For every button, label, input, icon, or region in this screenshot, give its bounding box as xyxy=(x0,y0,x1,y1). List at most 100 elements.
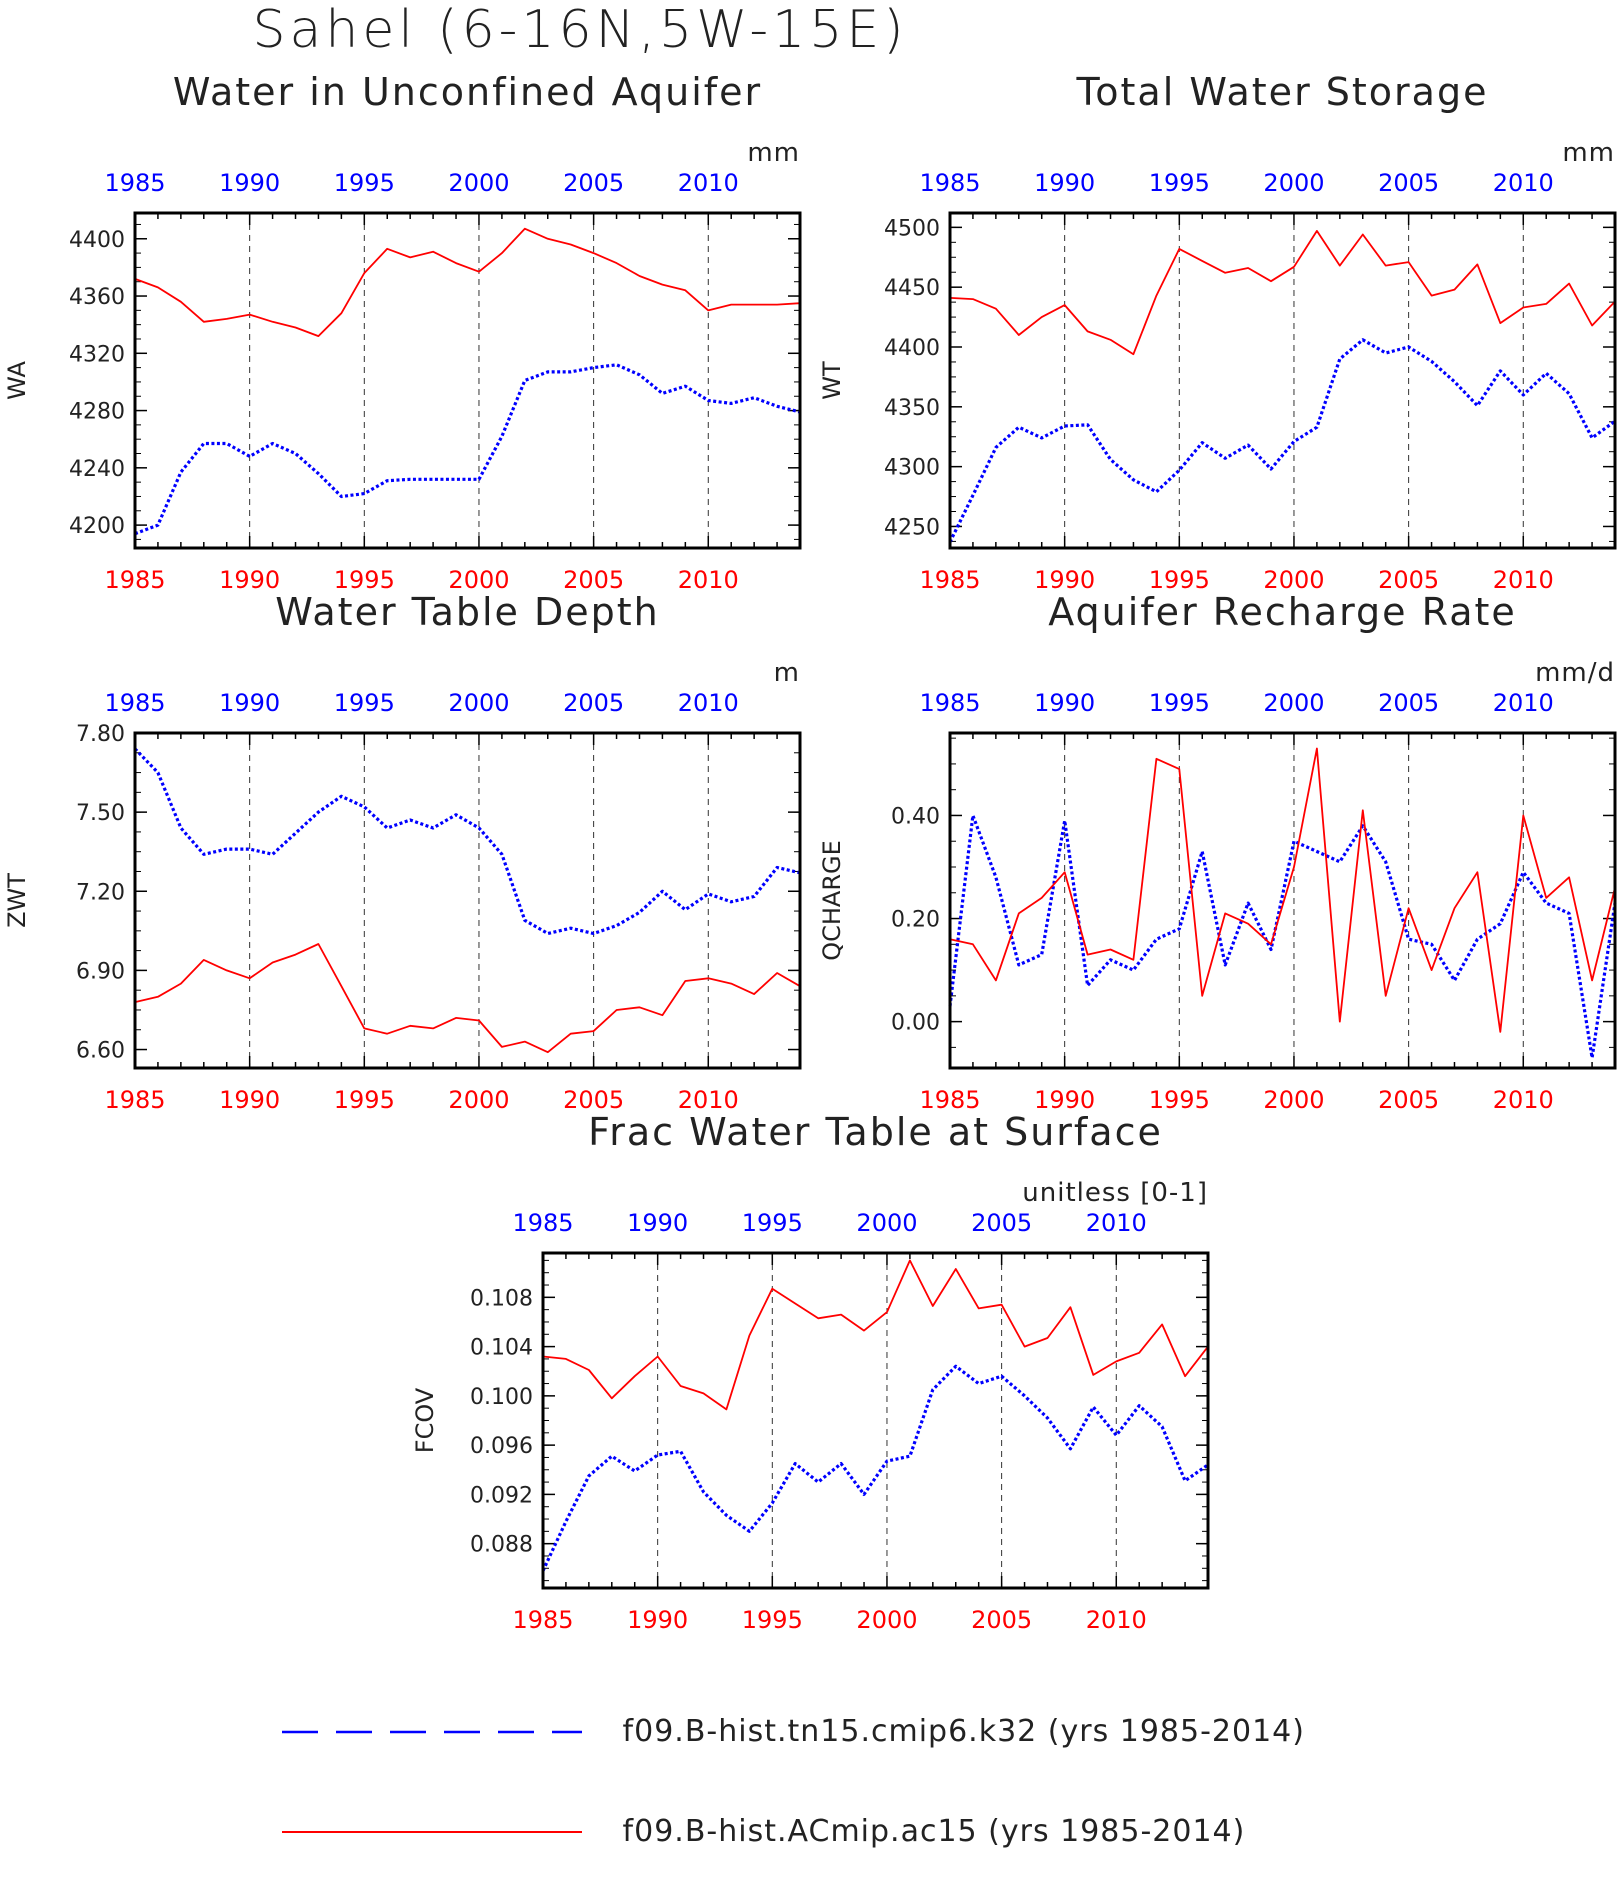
legend-entry-1: f09.B-hist.tn15.cmip6.k32 (yrs 1985-2014… xyxy=(280,1712,1305,1752)
y-tick-label: 0.100 xyxy=(470,1385,533,1410)
x-tick-label-bottom: 1990 xyxy=(219,1086,280,1114)
units-label: m xyxy=(774,658,800,688)
x-tick-label-bottom: 2005 xyxy=(1378,1086,1439,1114)
y-axis-label: QCHARGE xyxy=(818,840,846,961)
x-tick-label-top: 2005 xyxy=(1378,689,1439,717)
y-axis-label: FCOV xyxy=(411,1387,439,1453)
plot-frame xyxy=(948,211,1617,550)
y-tick-label: 4200 xyxy=(69,514,125,539)
x-tick-label-bottom: 1985 xyxy=(919,566,980,594)
x-tick-label-top: 1995 xyxy=(1149,689,1210,717)
y-tick-label: 0.092 xyxy=(470,1483,533,1508)
series-line-k32 xyxy=(133,747,801,936)
x-tick-label-bottom: 2000 xyxy=(1263,1086,1324,1114)
y-tick-label: 0.40 xyxy=(891,804,940,829)
x-tick-label-top: 1995 xyxy=(334,689,395,717)
x-tick-label-bottom: 2005 xyxy=(563,566,624,594)
units-label: unitless [0-1] xyxy=(1022,1178,1208,1208)
x-tick-label-bottom: 1985 xyxy=(919,1086,980,1114)
main-title: Sahel (6-16N,5W-15E) xyxy=(252,0,908,60)
x-tick-label-top: 2000 xyxy=(856,1209,917,1237)
x-tick-label-bottom: 1995 xyxy=(742,1606,803,1634)
x-tick-label-bottom: 2005 xyxy=(1378,566,1439,594)
x-tick-label-bottom: 2010 xyxy=(1493,566,1554,594)
y-tick-label: 0.20 xyxy=(891,908,940,933)
y-tick-label: 4250 xyxy=(884,515,940,540)
x-tick-label-bottom: 2000 xyxy=(856,1606,917,1634)
series-line-ac15 xyxy=(134,227,801,338)
y-tick-label: 4320 xyxy=(69,342,125,367)
x-tick-label-bottom: 2000 xyxy=(1263,566,1324,594)
x-tick-label-bottom: 1990 xyxy=(1034,1086,1095,1114)
panel-4: Aquifer Recharge Rate mm/d QCHARGE 1985 1985… xyxy=(818,590,1617,1114)
y-tick-label: 4280 xyxy=(69,400,125,425)
panel-2: Total Water Storage mm WT 1985 1985 1990 1990 1… xyxy=(818,70,1617,594)
x-tick-label-bottom: 1985 xyxy=(512,1606,573,1634)
x-tick-label-bottom: 1990 xyxy=(1034,566,1095,594)
x-tick-label-top: 1985 xyxy=(104,169,165,197)
x-tick-label-top: 2000 xyxy=(1263,689,1324,717)
plot-frame xyxy=(133,211,802,550)
y-tick-label: 4300 xyxy=(884,456,940,481)
units-label: mm/d xyxy=(1535,658,1615,688)
x-tick-label-bottom: 2010 xyxy=(678,1086,739,1114)
legend-entry-2: f09.B-hist.ACmip.ac15 (yrs 1985-2014) xyxy=(280,1812,1245,1852)
panel-3: Water Table Depth m ZWT 1985 1985 1990 1990 199… xyxy=(3,590,802,1114)
x-tick-label-top: 1990 xyxy=(219,169,280,197)
panel-5: Frac Water Table at Surface unitless [0-1… xyxy=(411,1110,1210,1634)
x-tick-label-bottom: 2005 xyxy=(971,1606,1032,1634)
y-axis-label: WA xyxy=(3,361,31,400)
x-tick-label-top: 2010 xyxy=(1493,169,1554,197)
x-tick-label-top: 1990 xyxy=(627,1209,688,1237)
plot-frame xyxy=(948,731,1617,1070)
x-tick-label-bottom: 2010 xyxy=(1086,1606,1147,1634)
x-tick-label-top: 1985 xyxy=(919,169,980,197)
x-tick-label-bottom: 2005 xyxy=(563,1086,624,1114)
y-tick-label: 4240 xyxy=(69,457,125,482)
y-tick-label: 7.20 xyxy=(76,880,125,905)
x-tick-label-top: 2005 xyxy=(563,169,624,197)
series-line-k32 xyxy=(134,363,801,536)
legend-label-1: f09.B-hist.tn15.cmip6.k32 (yrs 1985-2014… xyxy=(622,1713,1305,1749)
y-tick-label: 4400 xyxy=(69,228,125,253)
x-tick-label-top: 1990 xyxy=(1034,689,1095,717)
x-tick-label-bottom: 1985 xyxy=(104,566,165,594)
y-tick-label: 6.60 xyxy=(76,1039,125,1064)
y-tick-label: 0.088 xyxy=(470,1533,533,1558)
x-tick-label-top: 2005 xyxy=(1378,169,1439,197)
series-line-k32 xyxy=(948,338,1616,543)
y-tick-label: 6.90 xyxy=(76,959,125,984)
plot-frame xyxy=(541,1251,1210,1590)
x-tick-label-top: 1985 xyxy=(512,1209,573,1237)
x-tick-label-top: 2005 xyxy=(971,1209,1032,1237)
y-tick-label: 7.50 xyxy=(76,801,125,826)
legend-label-2: f09.B-hist.ACmip.ac15 (yrs 1985-2014) xyxy=(622,1813,1246,1849)
x-tick-label-top: 2010 xyxy=(1493,689,1554,717)
x-tick-label-top: 1990 xyxy=(219,689,280,717)
panel-title: Aquifer Recharge Rate xyxy=(1048,590,1517,634)
x-tick-label-bottom: 2010 xyxy=(1493,1086,1554,1114)
x-tick-label-top: 2005 xyxy=(563,689,624,717)
panel-title: Water Table Depth xyxy=(275,590,660,634)
x-tick-label-top: 1990 xyxy=(1034,169,1095,197)
series-line-ac15 xyxy=(134,943,801,1054)
y-tick-label: 7.80 xyxy=(76,722,125,747)
x-tick-label-bottom: 1995 xyxy=(334,1086,395,1114)
x-tick-label-bottom: 1990 xyxy=(219,566,280,594)
x-tick-label-top: 2010 xyxy=(678,689,739,717)
x-tick-label-top: 2010 xyxy=(1086,1209,1147,1237)
units-label: mm xyxy=(1562,138,1615,168)
y-axis-label: ZWT xyxy=(3,873,31,928)
panel-title: Frac Water Table at Surface xyxy=(588,1110,1163,1154)
x-tick-label-top: 2010 xyxy=(678,169,739,197)
panel-title: Total Water Storage xyxy=(1076,70,1489,114)
x-tick-label-bottom: 1995 xyxy=(1149,566,1210,594)
plot-frame xyxy=(133,731,802,1070)
y-tick-label: 0.108 xyxy=(470,1286,533,1311)
x-tick-label-top: 2000 xyxy=(448,169,509,197)
series-line-k32 xyxy=(541,1364,1209,1572)
x-tick-label-bottom: 2000 xyxy=(448,1086,509,1114)
x-tick-label-top: 1985 xyxy=(104,689,165,717)
y-tick-label: 4400 xyxy=(884,336,940,361)
